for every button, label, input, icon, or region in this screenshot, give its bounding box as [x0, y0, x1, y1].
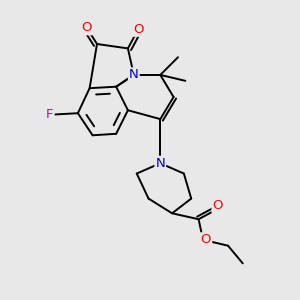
Text: F: F: [46, 108, 54, 121]
Text: O: O: [212, 200, 223, 212]
Text: O: O: [133, 23, 143, 36]
Text: N: N: [155, 157, 165, 170]
Text: N: N: [129, 68, 139, 81]
Text: O: O: [201, 233, 211, 246]
Text: O: O: [81, 21, 92, 34]
